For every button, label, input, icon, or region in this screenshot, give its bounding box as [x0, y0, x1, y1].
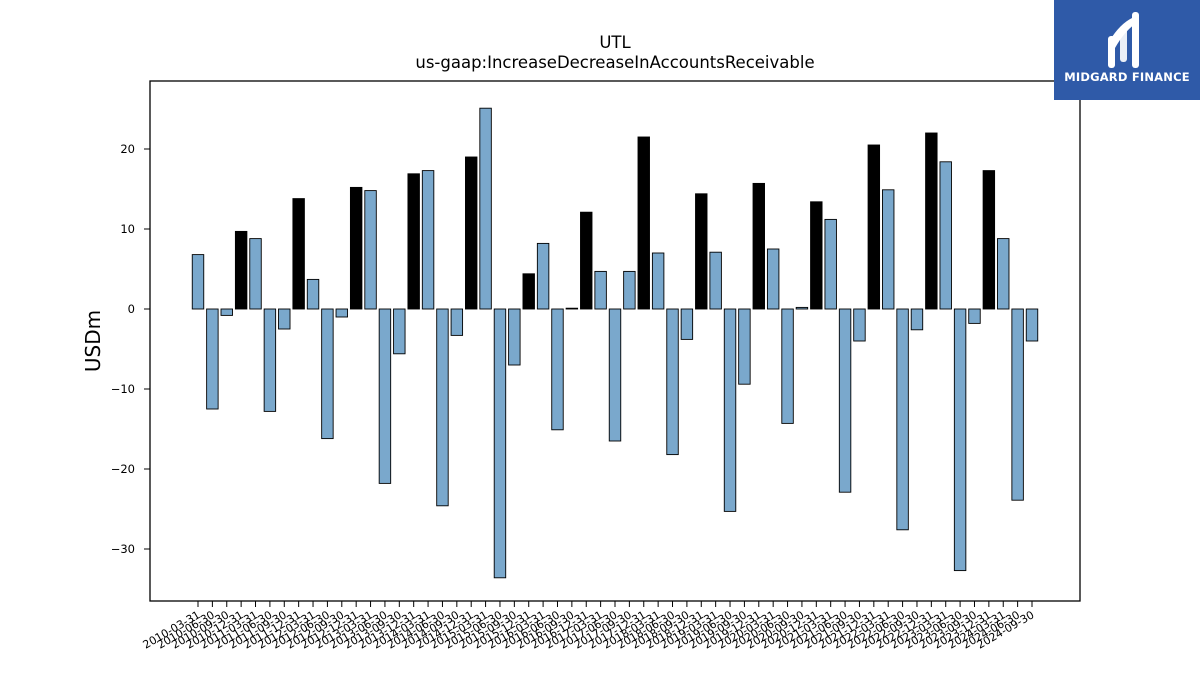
- bar-2019-03-31: [709, 251, 722, 310]
- bar-2021-12-31: [867, 144, 881, 310]
- y-tick-label: −30: [111, 542, 135, 556]
- y-tick-label: 10: [120, 222, 135, 236]
- plot-frame: [149, 80, 1081, 602]
- midgard-logo-icon: [1108, 12, 1139, 68]
- bar-2013-03-31: [364, 190, 377, 310]
- y-tick-label: −20: [111, 462, 135, 476]
- y-tick-label: 20: [120, 142, 135, 156]
- bar-2023-09-30: [968, 308, 981, 324]
- bar-2019-12-31: [752, 182, 765, 310]
- y-axis-label: USDm: [81, 310, 105, 372]
- bars-group: [191, 107, 1039, 579]
- logo-text: MIDGARD FINANCE: [1064, 70, 1190, 84]
- bar-2016-06-30: [551, 308, 564, 431]
- bar-2024-09-30: [1025, 308, 1039, 342]
- bar-2014-03-31: [421, 170, 435, 310]
- bar-2010-06-30: [206, 308, 219, 410]
- y-tick-label: 0: [128, 302, 135, 316]
- bar-2021-09-30: [853, 308, 866, 342]
- bar-2020-12-31: [810, 201, 823, 310]
- bar-2014-06-30: [436, 308, 449, 507]
- bar-2024-03-31: [997, 238, 1010, 310]
- bar-2017-06-30: [608, 308, 622, 442]
- bar-2023-06-30: [953, 308, 967, 572]
- bar-2014-09-30: [450, 308, 464, 336]
- bar-2012-12-31: [349, 186, 363, 310]
- bar-2023-12-31: [982, 170, 996, 310]
- bar-2017-12-31: [637, 136, 650, 310]
- bar-2020-06-30: [781, 308, 794, 424]
- bar-2013-09-30: [393, 308, 406, 355]
- bar-2022-06-30: [896, 308, 909, 531]
- y-tick-label: −10: [111, 382, 135, 396]
- bar-2017-03-31: [594, 270, 607, 310]
- bar-2023-03-31: [939, 161, 952, 310]
- bar-2013-12-31: [407, 173, 420, 310]
- bar-2018-09-30: [680, 308, 694, 340]
- bar-2011-09-30: [278, 308, 291, 330]
- bar-2018-06-30: [666, 308, 679, 456]
- bar-2012-03-31: [306, 278, 320, 310]
- bar-2015-12-31: [522, 273, 535, 310]
- bar-2011-12-31: [292, 198, 305, 310]
- bar-2018-03-31: [651, 252, 665, 310]
- chart-title: UTL: [599, 33, 631, 52]
- brand-logo: MIDGARD FINANCE: [1054, 0, 1200, 100]
- bar-2016-12-31: [580, 211, 593, 310]
- bar-2024-06-30: [1011, 308, 1024, 501]
- bar-2015-03-31: [479, 107, 492, 310]
- bar-2021-06-30: [838, 308, 852, 493]
- bar-2016-03-31: [536, 242, 550, 310]
- bar-2018-12-31: [695, 193, 708, 310]
- bar-2019-09-30: [738, 308, 751, 385]
- bar-2016-09-30: [565, 307, 579, 310]
- bar-2021-03-31: [824, 218, 837, 310]
- bar-2011-03-31: [249, 238, 262, 310]
- bar-2022-09-30: [910, 308, 924, 331]
- bar-2010-09-30: [220, 308, 233, 316]
- bar-2022-03-31: [882, 189, 895, 310]
- bar-2015-06-30: [493, 308, 507, 579]
- bar-2010-03-31: [191, 254, 205, 310]
- bar-2012-06-30: [321, 308, 334, 440]
- bar-2013-06-30: [378, 308, 392, 484]
- bar-2019-06-30: [723, 308, 737, 512]
- bar-2011-06-30: [263, 308, 277, 412]
- bar-2020-09-30: [795, 306, 809, 310]
- x-axis: 2010-03-312010-06-302010-09-302010-12-31…: [141, 601, 1037, 652]
- chart-subtitle: us-gaap:IncreaseDecreaseInAccountsReceiv…: [415, 53, 814, 72]
- bar-2014-12-31: [465, 156, 478, 310]
- bar-2012-09-30: [335, 308, 348, 318]
- bar-2020-03-31: [766, 248, 780, 310]
- bar-2010-12-31: [234, 230, 248, 310]
- bar-2022-12-31: [925, 132, 938, 310]
- bar-2015-09-30: [508, 308, 521, 366]
- y-axis: 20 10 0 −10 −20 −30: [111, 142, 150, 556]
- bar-2017-09-30: [623, 270, 636, 310]
